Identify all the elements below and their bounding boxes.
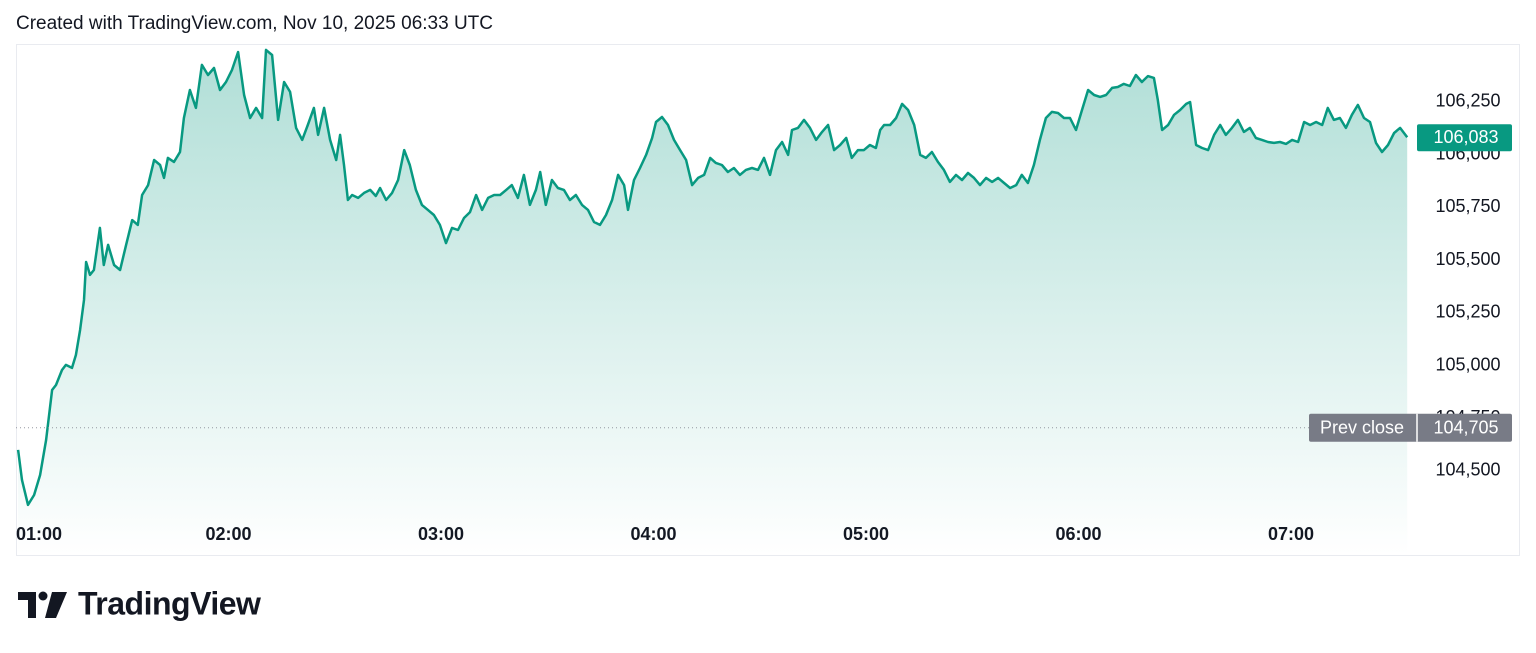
logo-part [45, 592, 67, 618]
y-tick-label: 104,500 [1435, 460, 1500, 480]
y-tick-label: 105,750 [1435, 196, 1500, 216]
logo-part [18, 592, 36, 618]
last-price-value: 106,083 [1433, 127, 1498, 147]
y-tick-label: 105,000 [1435, 354, 1500, 374]
logo-icon [18, 591, 67, 618]
prev-close-value: 104,705 [1433, 418, 1498, 438]
y-tick-label: 106,250 [1435, 91, 1500, 111]
brand: TradingView [78, 585, 261, 621]
price-line [16, 48, 1409, 507]
chart-frame [16, 44, 1520, 556]
area-fill [18, 49, 1408, 556]
prev-close-badge [1309, 413, 1512, 442]
logo-part [38, 591, 48, 601]
last-price-badge [1417, 124, 1512, 152]
y-tick-label: 105,250 [1435, 302, 1500, 322]
y-tick-label: 105,500 [1435, 249, 1500, 269]
prev-close-name: Prev close [1320, 418, 1404, 438]
header-text: Created with TradingView.com, Nov 10, 20… [16, 13, 493, 34]
